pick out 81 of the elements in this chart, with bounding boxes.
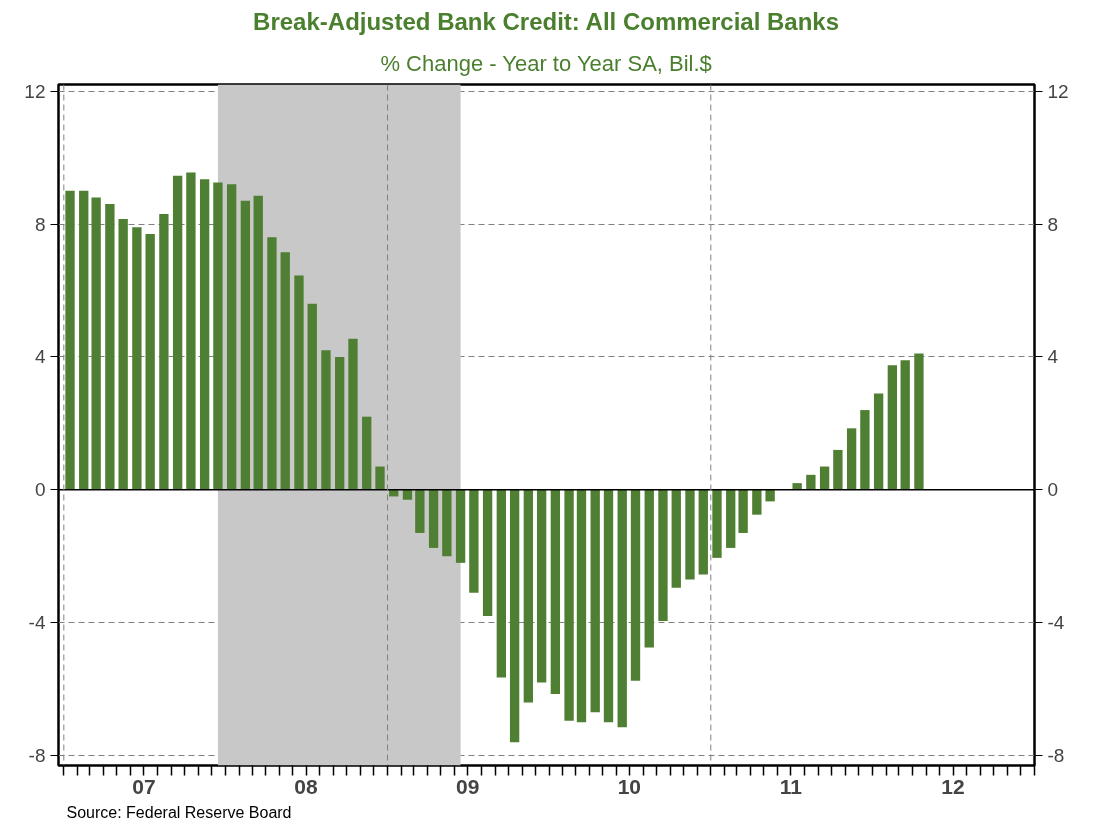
bar	[712, 489, 722, 558]
bar	[738, 489, 748, 533]
bar	[698, 489, 708, 575]
bar	[199, 179, 210, 490]
bar	[428, 489, 439, 548]
bar	[335, 356, 345, 490]
x-tick-label: 12	[941, 774, 965, 798]
x-tick-label: 09	[456, 774, 480, 798]
bar	[65, 190, 75, 490]
y-tick-label: -8	[28, 745, 46, 767]
chart-subtitle: % Change - Year to Year SA, Bil.$	[380, 50, 712, 76]
bar	[348, 338, 358, 490]
x-tick-label: 11	[779, 774, 803, 798]
bar	[267, 237, 277, 490]
bar	[321, 350, 331, 490]
bar	[280, 252, 290, 490]
bar	[469, 489, 479, 593]
bar	[159, 214, 169, 490]
bar	[79, 190, 89, 490]
bar	[671, 489, 681, 588]
bar	[658, 489, 668, 621]
x-tick-label: 08	[294, 774, 319, 798]
y-tick-label: -4	[28, 612, 46, 634]
y2-tick-label: -4	[1047, 612, 1065, 634]
bar	[226, 184, 237, 490]
bar	[294, 275, 304, 490]
bar	[576, 489, 587, 723]
y2-tick-label: 4	[1047, 346, 1059, 368]
x-tick-label: 07	[132, 774, 156, 798]
bar	[307, 303, 317, 490]
bar	[496, 489, 506, 678]
bar	[819, 466, 830, 490]
bar	[685, 489, 695, 580]
bar	[442, 489, 452, 557]
bar	[509, 489, 520, 743]
bar	[375, 466, 385, 490]
y-tick-label: 12	[24, 80, 46, 102]
bar	[415, 489, 425, 533]
y-tick-label: 0	[34, 479, 46, 501]
bar	[362, 416, 372, 490]
bar	[603, 489, 614, 723]
bar	[536, 489, 547, 683]
x-tick-label: 10	[617, 774, 641, 798]
bar	[726, 489, 736, 548]
bar	[550, 489, 561, 695]
bar	[873, 393, 884, 490]
bar	[644, 489, 654, 648]
bar	[132, 227, 142, 490]
bar	[564, 489, 574, 721]
bar	[118, 219, 128, 490]
bar	[91, 197, 101, 490]
y2-tick-label: 12	[1047, 80, 1069, 102]
bar	[914, 353, 924, 490]
bar	[752, 489, 762, 515]
bar	[186, 172, 196, 490]
bar	[590, 489, 600, 713]
bar	[523, 489, 534, 703]
bar	[806, 474, 816, 490]
bar	[482, 489, 493, 617]
bar	[240, 200, 251, 490]
bar	[833, 449, 843, 490]
bar	[105, 204, 115, 490]
y2-tick-label: -8	[1047, 745, 1065, 767]
bar	[900, 360, 910, 490]
bar	[213, 182, 223, 490]
bar	[145, 233, 155, 490]
bar	[455, 489, 466, 563]
y-tick-label: 4	[34, 346, 46, 368]
bar	[846, 428, 857, 490]
y2-tick-label: 0	[1047, 479, 1059, 501]
bar	[860, 410, 870, 490]
bar	[887, 365, 898, 490]
bar	[765, 489, 775, 502]
y2-tick-label: 8	[1047, 213, 1059, 235]
bar	[630, 489, 641, 681]
bar	[253, 195, 263, 490]
bar	[172, 175, 183, 490]
bar	[617, 489, 627, 728]
chart-title: Break-Adjusted Bank Credit: All Commercial Banks	[253, 7, 840, 35]
source-note: Source: Federal Reserve Board	[66, 803, 292, 821]
y-tick-label: 8	[34, 213, 46, 235]
